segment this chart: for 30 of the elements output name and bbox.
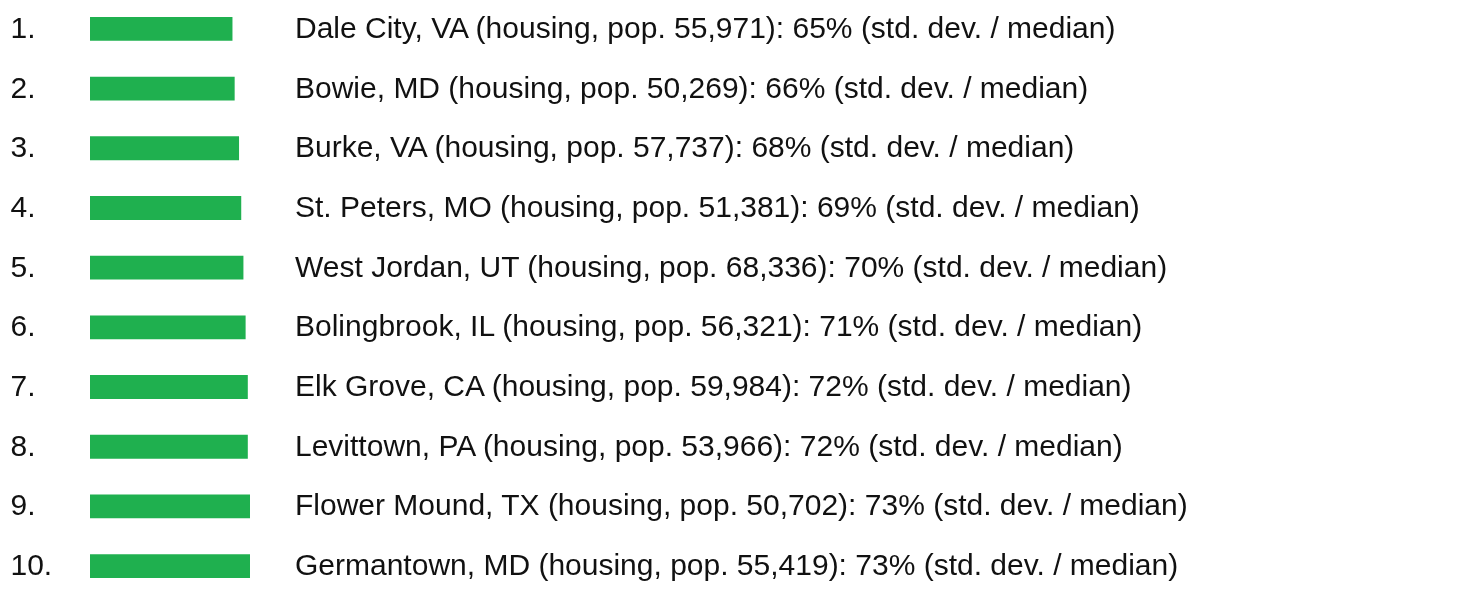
y-tick-label: 5. — [10, 249, 36, 283]
bar — [90, 76, 235, 101]
bar — [90, 196, 242, 220]
data-label: Flower Mound, TX (housing, pop. 50,702): 73% (std. dev. / median) — [295, 488, 1188, 522]
bar — [90, 494, 250, 519]
bar — [90, 554, 250, 579]
y-tick-label: 3. — [10, 130, 36, 164]
data-label: Germantown, MD (housing, pop. 55,419): 73% (std. dev. / median) — [295, 548, 1179, 582]
bar — [90, 16, 233, 41]
y-tick-label: 7. — [10, 369, 36, 403]
y-tick-label: 4. — [10, 189, 36, 223]
data-label: Dale City, VA (housing, pop. 55,971): 65% (std. dev. / median) — [295, 10, 1116, 44]
bar — [90, 315, 246, 340]
bar — [90, 434, 248, 459]
y-tick-label: 8. — [10, 428, 36, 462]
data-label: Burke, VA (housing, pop. 57,737): 68% (std. dev. / median) — [295, 130, 1075, 164]
y-tick-label: 6. — [10, 309, 36, 343]
data-label: St. Peters, MO (housing, pop. 51,381): 69% (std. dev. / median) — [295, 189, 1140, 223]
data-label: Levittown, PA (housing, pop. 53,966): 72% (std. dev. / median) — [295, 428, 1123, 462]
bar — [90, 375, 248, 399]
data-label: Bolingbrook, IL (housing, pop. 56,321): 71% (std. dev. / median) — [295, 309, 1143, 343]
bar — [90, 136, 240, 161]
data-label: Elk Grove, CA (housing, pop. 59,984): 72% (std. dev. / median) — [295, 369, 1132, 403]
y-tick-label: 9. — [10, 488, 36, 522]
bar — [90, 255, 244, 280]
y-tick-label: 10. — [10, 548, 53, 582]
y-tick-label: 1. — [10, 10, 36, 44]
data-label: West Jordan, UT (housing, pop. 68,336): 70% (std. dev. / median) — [295, 249, 1168, 283]
data-label: Bowie, MD (housing, pop. 50,269): 66% (std. dev. / median) — [295, 70, 1089, 104]
y-tick-label: 2. — [10, 70, 36, 104]
